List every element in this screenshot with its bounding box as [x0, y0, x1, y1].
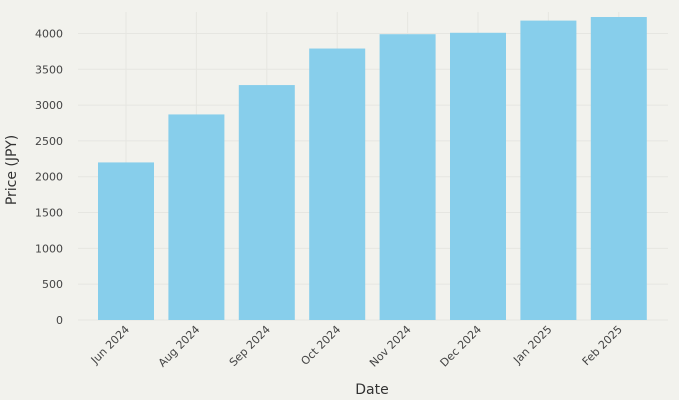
bars-layer: [98, 17, 647, 321]
y-axis-title: Price (JPY): [4, 135, 20, 205]
bar: [520, 20, 577, 321]
y-tick-label: 3000: [35, 99, 63, 112]
y-tick-label: 0: [56, 314, 63, 327]
bar: [168, 114, 225, 320]
x-tick-label: Oct 2024: [298, 323, 343, 368]
bar: [590, 17, 647, 321]
x-tick-label: Jun 2024: [88, 323, 132, 367]
y-tick-labels: 0 500 1000 1500 2000 2500 3000 3500 4000: [35, 27, 63, 327]
y-tick-label: 3500: [35, 63, 63, 76]
y-tick-label: 1500: [35, 207, 63, 220]
x-axis-title: Date: [355, 382, 388, 398]
y-tick-label: 1000: [35, 242, 63, 255]
bar: [450, 32, 506, 320]
grid-layer: [78, 12, 668, 321]
y-tick-label: 4000: [35, 27, 63, 40]
x-tick-label: Dec 2024: [438, 323, 485, 370]
bar: [379, 34, 436, 320]
x-tick-label: Aug 2024: [156, 323, 203, 370]
y-tick-label: 2500: [35, 135, 63, 148]
x-tick-labels: Jun 2024 Aug 2024 Sep 2024 Oct 2024 Nov 2024…: [88, 323, 625, 370]
bar: [309, 48, 366, 320]
y-tick-label: 2000: [35, 171, 63, 184]
x-tick-label: Feb 2025: [580, 323, 625, 368]
x-tick-label: Jan 2025: [510, 323, 554, 367]
x-tick-label: Nov 2024: [367, 323, 414, 370]
bar: [98, 162, 154, 320]
bar: [238, 85, 295, 321]
x-tick-label: Sep 2024: [227, 323, 273, 369]
y-tick-label: 500: [42, 278, 63, 291]
